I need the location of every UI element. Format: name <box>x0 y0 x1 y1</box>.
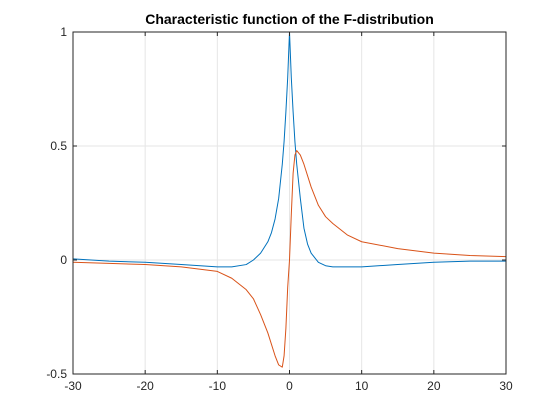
x-tick-label: -20 <box>136 379 154 393</box>
x-tick-label: -10 <box>209 379 227 393</box>
y-tick-label: 1 <box>60 25 67 39</box>
x-tick-label: -30 <box>64 379 82 393</box>
x-tick-label: 20 <box>427 379 441 393</box>
x-tick-label: 30 <box>499 379 513 393</box>
ticks: -30 -20 -10 0 10 20 30 -0.5 0 0.5 1 <box>46 25 513 393</box>
y-tick-label: -0.5 <box>46 367 67 381</box>
x-tick-label: 0 <box>286 379 293 393</box>
chart-title: Characteristic function of the F-distrib… <box>145 11 434 27</box>
y-tick-label: 0 <box>60 253 67 267</box>
x-tick-label: 10 <box>355 379 369 393</box>
y-tick-label: 0.5 <box>50 139 67 153</box>
series-line-2 <box>72 150 507 368</box>
